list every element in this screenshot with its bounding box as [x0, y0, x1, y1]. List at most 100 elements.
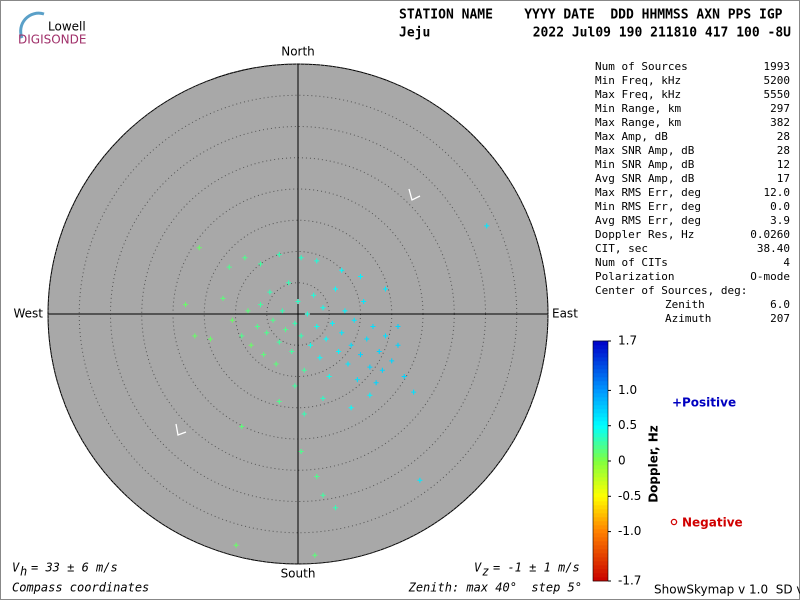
colorbar-step: [593, 516, 608, 522]
colorbar-step: [593, 420, 608, 426]
stat-value: 5550: [764, 88, 791, 101]
header-station: Jeju: [399, 26, 430, 41]
direction-label: South: [281, 567, 316, 581]
source-point: [320, 305, 326, 311]
colorbar-step: [593, 368, 608, 374]
colorbar-step: [593, 524, 608, 530]
source-point: [242, 255, 248, 261]
colorbar-step: [593, 504, 608, 510]
colorbar-step: [593, 428, 608, 434]
stat-label: Max Amp, dB: [595, 130, 668, 143]
colorbar-step: [593, 404, 608, 410]
stat-label: Zenith: [665, 298, 705, 311]
stats-table: Num of Sources 1993 Min Freq, kHz 5200 Max F…: [595, 60, 790, 325]
colorbar-step: [593, 408, 608, 414]
footer-zenith: Zenith: max 40° step 5°: [408, 581, 582, 595]
colorbar-step: [593, 484, 608, 490]
source-point: [239, 424, 245, 429]
colorbar-step: [593, 412, 608, 418]
colorbar-step: [593, 416, 608, 422]
stat-label: Max Freq, kHz: [595, 88, 681, 101]
stat-label: Max RMS Err, deg: [595, 186, 701, 199]
source-point: [279, 308, 285, 314]
colorbar-step: [593, 340, 608, 346]
colorbar-step: [593, 388, 608, 394]
colorbar-step: [593, 372, 608, 378]
colorbar-step: [593, 536, 608, 542]
colorbar-step: [593, 356, 608, 362]
source-point: [411, 389, 417, 395]
source-point: [364, 336, 370, 342]
colorbar-step: [593, 476, 608, 482]
source-point: [383, 286, 388, 292]
legend-positive: Positive: [682, 396, 736, 410]
source-point: [276, 339, 282, 345]
source-point: [373, 380, 379, 386]
colorbar-step: [593, 364, 608, 370]
source-point: [304, 311, 310, 317]
colorbar-step: [593, 396, 608, 402]
direction-label: North: [281, 45, 315, 59]
stat-value: 382: [770, 116, 790, 129]
logo-arc: [19, 11, 45, 39]
source-point: [383, 333, 388, 339]
colorbar-step: [593, 472, 608, 478]
source-point: [208, 336, 213, 342]
colorbar-step: [593, 496, 608, 502]
source-point: [314, 258, 320, 264]
source-point: [379, 367, 385, 373]
source-point: [354, 377, 360, 383]
colorbar-step: [593, 532, 608, 538]
colorbar-step: [593, 568, 608, 574]
stat-value: 5200: [764, 74, 791, 87]
source-point: [484, 223, 490, 229]
colorbar-step: [593, 376, 608, 382]
colorbar-step: [593, 436, 608, 442]
vh-sub: h: [20, 565, 27, 579]
skymap: North South West East: [13, 45, 578, 581]
colorbar-tick-label: -1.7: [618, 574, 641, 588]
logo-top: Lowell: [48, 20, 86, 34]
source-point: [389, 358, 395, 364]
colorbar-step: [593, 488, 608, 494]
stat-label: Max Range, km: [595, 116, 681, 129]
chevron: [408, 188, 421, 201]
stat-center-title: Center of Sources, deg:: [595, 284, 747, 297]
source-point: [317, 355, 323, 361]
source-point: [261, 352, 267, 358]
stat-value: 6.0: [770, 298, 790, 311]
colorbar-step: [593, 556, 608, 562]
colorbar-tick-label: 1.7: [618, 334, 637, 348]
stat-value: 207: [770, 312, 790, 325]
stat-value: 28: [777, 144, 790, 157]
source-point: [276, 399, 282, 404]
vh-symbol: V: [12, 561, 20, 575]
stat-value: 297: [770, 102, 790, 115]
stat-value: 12.0: [764, 186, 791, 199]
source-point: [326, 374, 332, 379]
colorbar-step: [593, 528, 608, 534]
colorbar-tick-label: -0.5: [618, 489, 641, 503]
source-point: [358, 352, 363, 358]
legend-marker-negative: [670, 518, 678, 526]
stat-label: Azimuth: [665, 312, 711, 325]
source-point: [336, 349, 342, 354]
colorbar-step: [593, 380, 608, 386]
source-point: [333, 505, 338, 511]
colorbar-step: [593, 460, 608, 466]
stat-label: Doppler Res, Hz: [595, 228, 694, 241]
stat-value: 4: [783, 256, 790, 269]
source-point: [342, 308, 348, 314]
source-point: [351, 317, 357, 323]
colorbar-step: [593, 576, 608, 582]
source-point: [308, 342, 313, 348]
source-point: [270, 317, 276, 323]
source-point: [267, 289, 273, 295]
source-point: [289, 349, 295, 354]
stat-value: 28: [777, 130, 790, 143]
source-point: [367, 392, 373, 398]
source-point: [239, 333, 245, 339]
source-point: [358, 274, 363, 279]
colorbar-step: [593, 348, 608, 354]
source-point: [339, 267, 345, 273]
